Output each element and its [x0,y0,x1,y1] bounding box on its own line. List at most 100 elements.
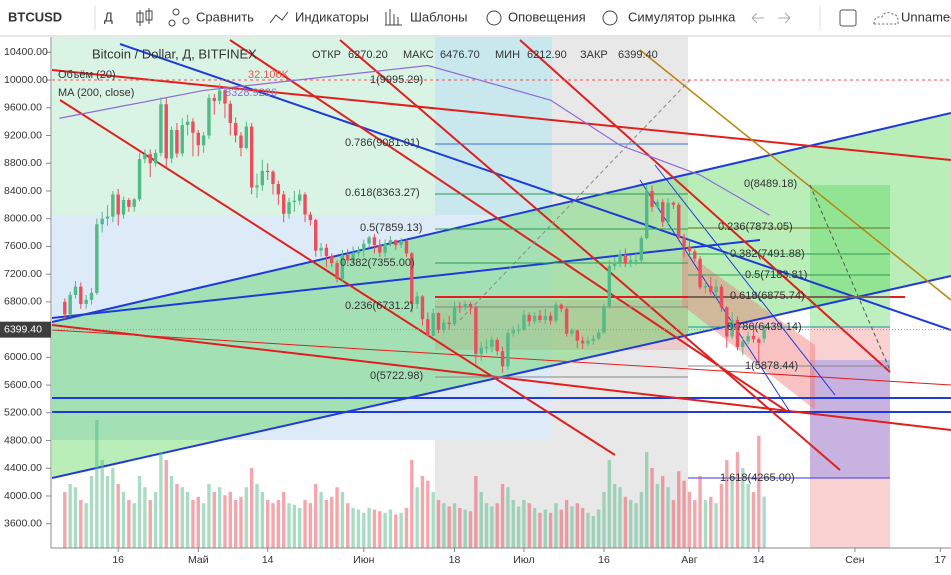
toolbar-item[interactable]: Симулятор рынка [628,9,736,24]
volume-bar [516,506,521,548]
volume-bar [607,460,612,548]
volume-bar [196,496,200,548]
volume-bar [426,480,430,548]
candle-body [319,247,323,251]
volume-bar [372,509,377,548]
fib-label: 0.236(6731.2) [345,300,414,312]
ohlc-label: МИН [495,49,520,61]
alerts-icon[interactable] [486,10,502,26]
candle-icon[interactable] [136,8,153,26]
candle-body [404,240,409,254]
candle-body [757,339,761,343]
candle-body [249,126,254,188]
volume-bar [655,484,660,548]
volume-bar [137,476,142,548]
fib-label: 0.618(6875.74) [730,290,805,302]
y-tick-label: 9600.00 [4,102,42,114]
volume-bar [645,452,649,548]
volume-bar [415,487,419,548]
candle-body [308,214,313,221]
candle-body [618,254,622,263]
candle-body [351,253,355,261]
compare-icon[interactable] [168,8,190,27]
candle-body [650,190,654,207]
volume-bar [591,516,596,548]
fib-label: 1(9995.29) [370,74,423,86]
candle-body [527,315,531,322]
candle-body [233,123,238,136]
candle-body [602,306,606,333]
volume-bar [159,452,163,548]
candle-body [554,304,558,321]
volume-bar [762,496,766,548]
candle-body [661,202,665,223]
ohlc-value: 6270.20 [348,49,388,61]
candle-body [362,243,366,251]
volume-bar [271,503,275,548]
drawings [52,37,951,548]
candle-body [538,315,542,320]
volume-bar [730,476,734,548]
candle-body [95,224,99,293]
volume-bar [95,420,99,548]
volume-bar [479,492,483,548]
candle-body [575,330,580,341]
volume-bar [68,484,72,548]
candle-body [591,338,596,341]
volume-bar [527,503,531,548]
fib-label: 0(8489.18) [744,178,797,190]
indicators-icon[interactable] [269,11,289,24]
candle-body [500,351,505,367]
y-tick-label: 8400.00 [4,185,42,197]
volume-bar [436,500,441,548]
toolbar-item[interactable]: Сравнить [196,9,254,24]
volume-bar [458,508,462,548]
volume-bar [367,508,371,548]
layout-name[interactable]: Unnamed [901,9,951,24]
annotations: 1(9995.29) 0.786(9081.01) 0.618(8363.27)… [340,74,807,484]
volume-bar [351,508,355,548]
checkbox[interactable] [839,9,857,27]
volume-bar [169,476,174,548]
candle-body [265,170,270,172]
candle-body [79,286,83,304]
y-tick-label: 6800.00 [4,296,42,308]
candle-body [63,301,67,315]
fib-label: 0.786(9081.01) [345,137,420,149]
symbol[interactable]: BTCUSD [8,9,62,24]
toolbar-item[interactable]: Индикаторы [295,9,369,24]
candle-body [468,303,473,308]
candle-body [121,199,126,215]
volume-bar [287,503,291,548]
candle-body [207,98,211,136]
toolbar-item[interactable]: Оповещения [508,9,586,24]
candle-body [484,346,489,348]
candle-body [442,322,446,330]
volume-bar [618,487,622,548]
ohlc-value: 6399.40 [618,49,658,61]
x-tick-label: Авг [681,554,698,566]
candle-body [137,159,142,200]
undo-redo[interactable] [751,12,791,24]
interval[interactable]: Д [104,9,113,24]
y-tick-label: 8000.00 [4,212,42,224]
candle-body [303,194,307,215]
volume-bar [548,512,553,548]
volume-bar [132,503,136,548]
candle-body [522,315,526,330]
volume-bar [180,487,184,548]
candle-body [693,251,697,259]
candle-body [714,286,718,293]
replay-icon[interactable] [602,10,618,26]
toolbar-bg [0,0,951,36]
volume-bar [575,503,580,548]
volume-bar [378,511,382,548]
y-tick-label: 10000.00 [4,74,48,86]
volume-bar [468,511,473,548]
candle-body [463,303,467,307]
candle-body [281,194,286,214]
toolbar-item[interactable]: Шаблоны [410,9,468,24]
templates-icon[interactable] [385,9,402,26]
candle-body [596,332,601,339]
